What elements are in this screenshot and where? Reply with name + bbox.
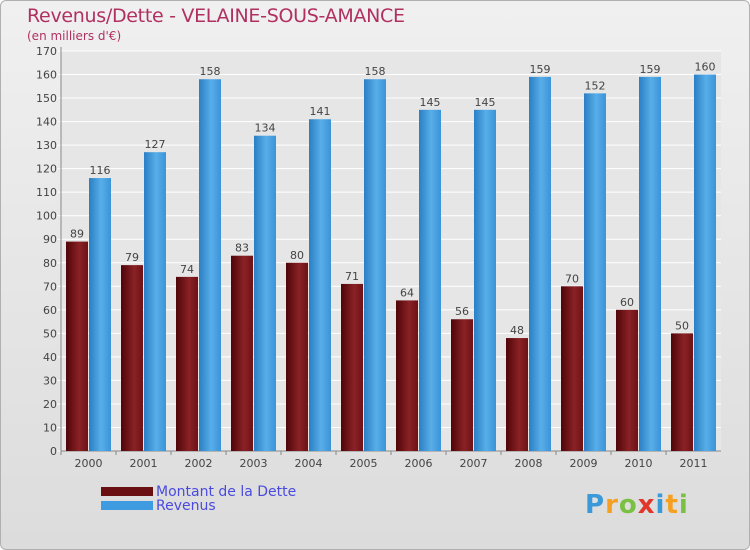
data-label-revenus-2001: 127 (145, 138, 166, 151)
chart-title: Revenus/Dette - VELAINE-SOUS-AMANCE (27, 5, 405, 27)
data-label-debt-2004: 80 (290, 249, 304, 262)
bar-debt-2011 (671, 333, 693, 451)
data-label-debt-2003: 83 (235, 242, 249, 255)
bar-revenus-2006 (419, 109, 441, 451)
y-tick-label: 160 (36, 69, 57, 82)
bar-debt-2002 (176, 276, 198, 451)
y-tick-label: 80 (43, 257, 57, 270)
bar-revenus-2003 (254, 135, 276, 452)
x-tick-label: 2000 (75, 457, 103, 470)
data-label-revenus-2011: 160 (695, 61, 716, 74)
bar-debt-2003 (231, 255, 253, 451)
data-label-revenus-2000: 116 (90, 164, 111, 177)
bar-revenus-2008 (529, 76, 551, 451)
data-label-debt-2001: 79 (125, 251, 139, 264)
plot-area (61, 51, 721, 451)
bar-revenus-2004 (309, 119, 331, 451)
data-label-debt-2002: 74 (180, 263, 194, 276)
data-label-revenus-2006: 145 (420, 96, 441, 109)
data-label-debt-2011: 50 (675, 319, 689, 332)
bar-debt-2001 (121, 265, 143, 451)
bar-revenus-2011 (694, 74, 716, 451)
bar-debt-2004 (286, 262, 308, 451)
bar-debt-2009 (561, 286, 583, 451)
y-tick-label: 120 (36, 163, 57, 176)
y-tick-label: 70 (43, 280, 57, 293)
data-label-debt-2005: 71 (345, 270, 359, 283)
bar-revenus-2005 (364, 79, 386, 451)
data-label-debt-2006: 64 (400, 286, 414, 299)
y-tick-label: 100 (36, 210, 57, 223)
bar-revenus-2000 (89, 178, 111, 451)
data-label-debt-2007: 56 (455, 305, 469, 318)
bar-debt-2010 (616, 309, 638, 451)
y-tick-label: 30 (43, 374, 57, 387)
data-label-revenus-2004: 141 (310, 105, 331, 118)
x-tick-label: 2009 (570, 457, 598, 470)
legend-swatch-debt (101, 487, 153, 496)
x-tick-label: 2007 (460, 457, 488, 470)
bar-revenus-2009 (584, 93, 606, 452)
data-label-revenus-2007: 145 (475, 96, 496, 109)
bar-revenus-2010 (639, 76, 661, 451)
y-tick-label: 90 (43, 233, 57, 246)
x-tick-label: 2008 (515, 457, 543, 470)
data-label-debt-2008: 48 (510, 324, 524, 337)
x-tick-label: 2010 (625, 457, 653, 470)
bar-debt-2005 (341, 283, 363, 451)
x-tick-label: 2001 (130, 457, 158, 470)
proxiti-logo: Proxiti (585, 490, 689, 520)
bar-debt-2008 (506, 338, 528, 451)
data-label-revenus-2003: 134 (255, 122, 276, 135)
y-tick-label: 110 (36, 186, 57, 199)
x-tick-label: 2004 (295, 457, 323, 470)
data-label-revenus-2009: 152 (585, 79, 606, 92)
bar-revenus-2001 (144, 152, 166, 452)
bar-debt-2007 (451, 319, 473, 451)
y-tick-label: 60 (43, 304, 57, 317)
x-tick-label: 2002 (185, 457, 213, 470)
x-tick-label: 2006 (405, 457, 433, 470)
x-tick-label: 2005 (350, 457, 378, 470)
y-tick-label: 140 (36, 116, 57, 129)
y-tick-label: 10 (43, 421, 57, 434)
x-tick-label: 2011 (680, 457, 708, 470)
bar-debt-2000 (66, 241, 88, 451)
x-tick-label: 2003 (240, 457, 268, 470)
data-label-revenus-2002: 158 (200, 65, 221, 78)
y-tick-label: 50 (43, 327, 57, 340)
legend-swatch-revenus (101, 501, 153, 510)
legend-label-debt: Montant de la Dette (156, 484, 297, 500)
chart-subtitle: (en milliers d'€) (27, 29, 122, 43)
data-label-revenus-2010: 159 (640, 63, 661, 76)
y-tick-label: 0 (50, 445, 57, 458)
data-label-debt-2010: 60 (620, 296, 634, 309)
data-label-debt-2009: 70 (565, 272, 579, 285)
bar-debt-2006 (396, 300, 418, 451)
y-tick-label: 20 (43, 398, 57, 411)
y-tick-label: 130 (36, 139, 57, 152)
data-label-debt-2000: 89 (70, 228, 84, 241)
data-label-revenus-2008: 159 (530, 63, 551, 76)
y-tick-label: 40 (43, 351, 57, 364)
legend-label-revenus: Revenus (156, 498, 216, 514)
y-tick-label: 170 (36, 45, 57, 58)
bar-revenus-2002 (199, 79, 221, 451)
data-label-revenus-2005: 158 (365, 65, 386, 78)
y-tick-label: 150 (36, 92, 57, 105)
bar-revenus-2007 (474, 109, 496, 451)
